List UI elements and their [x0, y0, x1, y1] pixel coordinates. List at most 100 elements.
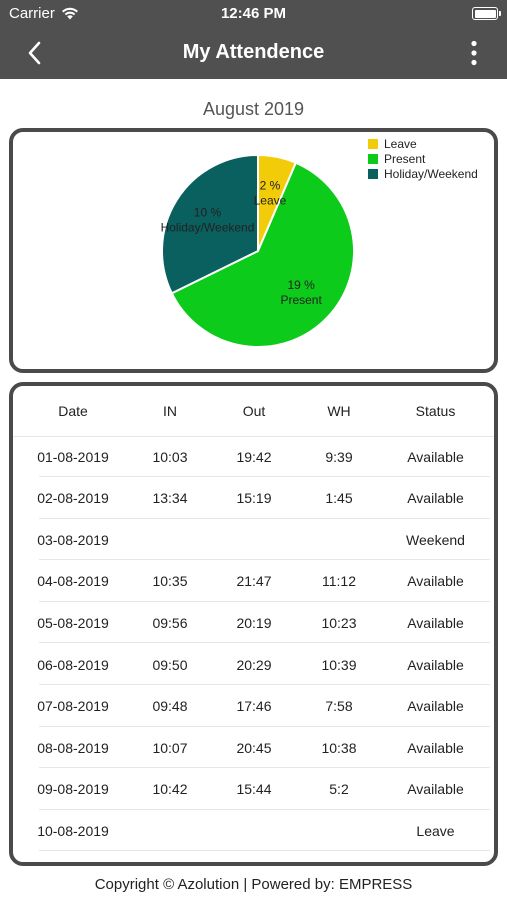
nav-bar: My Attendence — [0, 28, 507, 79]
row-divider — [39, 808, 490, 810]
cell-wh: 11:12 — [322, 573, 356, 590]
header-in: IN — [163, 403, 177, 419]
legend-item: Holiday/Weekend — [368, 166, 478, 181]
clock: 12:46 PM — [220, 5, 287, 22]
table-row[interactable]: 04-08-2019 10:35 21:47 11:12 Available — [13, 561, 494, 602]
slice-percent-label: 19 % — [287, 278, 315, 292]
header-wh: WH — [327, 403, 351, 419]
cell-date: 01-08-2019 — [37, 448, 109, 465]
attendance-chart-card: 2 % Leave 19 % Present 10 % Holiday/Weekend L… — [9, 128, 498, 373]
cell-status: Available — [407, 698, 464, 715]
legend-label: Holiday/Weekend — [384, 166, 478, 181]
legend-label: Present — [384, 151, 426, 166]
pie-slice-holiday-weekend — [161, 153, 259, 295]
cell-date: 07-08-2019 — [37, 698, 109, 715]
table-row[interactable]: 06-08-2019 09:50 20:29 10:39 Available — [13, 644, 494, 685]
cell-status: Available — [407, 573, 464, 590]
table-row[interactable]: 10-08-2019 Leave — [13, 810, 494, 852]
slice-name-label: Present — [280, 293, 322, 307]
cell-date: 06-08-2019 — [37, 656, 109, 673]
cell-out: 15:44 — [236, 781, 272, 798]
carrier-info: Carrier — [9, 5, 79, 22]
cell-wh: 7:58 — [325, 698, 353, 715]
table-row[interactable]: 08-08-2019 10:07 20:45 10:38 Available — [13, 727, 494, 769]
cell-out: 20:45 — [236, 739, 272, 756]
table-row[interactable]: 05-08-2019 09:56 20:19 10:23 Available — [13, 602, 494, 644]
row-divider — [39, 684, 490, 685]
attendance-table-card: Date IN Out WH Status 01-08-2019 10:03 19:… — [9, 382, 498, 866]
cell-status: Available — [407, 490, 464, 507]
cell-status: Available — [407, 656, 464, 673]
battery-icon — [472, 7, 501, 20]
cell-wh: 10:23 — [321, 614, 357, 631]
cell-in: 09:56 — [152, 614, 188, 631]
cell-out: 17:46 — [236, 698, 272, 715]
cell-status: Available — [407, 781, 464, 798]
pie-slice-present — [170, 161, 355, 348]
row-divider — [39, 559, 490, 561]
cell-wh: 10:38 — [321, 739, 357, 756]
slice-percent-label: 2 % — [260, 179, 281, 193]
cell-date: 09-08-2019 — [37, 781, 109, 798]
cell-out: 20:19 — [236, 614, 272, 631]
slice-name-label: Leave — [254, 194, 287, 208]
cell-date: 08-08-2019 — [37, 739, 109, 756]
cell-in: 13:34 — [152, 490, 188, 507]
cell-status: Available — [407, 448, 464, 465]
header-out: Out — [242, 403, 266, 419]
cell-wh: 10:39 — [321, 656, 357, 673]
cell-in: 09:48 — [152, 698, 188, 715]
month-label: August 2019 — [202, 99, 305, 119]
chart-legend: Leave Present Holiday/Weekend — [368, 136, 478, 181]
legend-item: Leave — [368, 136, 478, 151]
slice-name-label: Holiday/Weekend — [161, 221, 255, 235]
cell-in: 10:35 — [152, 573, 188, 590]
cell-in: 09:50 — [152, 656, 188, 673]
cell-in: 10:42 — [152, 781, 188, 798]
legend-item: Present — [368, 151, 478, 166]
page-title: My Attendence — [182, 41, 325, 63]
cell-status: Available — [407, 614, 464, 631]
table-row[interactable]: 02-08-2019 13:34 15:19 1:45 Available — [13, 478, 494, 519]
cell-status: Weekend — [406, 531, 465, 548]
table-row[interactable]: 03-08-2019 Weekend — [13, 519, 494, 561]
status-bar: Carrier 12:46 PM — [0, 0, 507, 28]
table-header: Date IN Out WH Status — [13, 386, 494, 437]
legend-swatch — [368, 138, 378, 149]
header-status: Status — [415, 403, 456, 419]
cell-status: Available — [407, 739, 464, 756]
slice-percent-label: 10 % — [194, 206, 222, 220]
cell-wh: 9:39 — [325, 448, 353, 465]
more-vertical-icon[interactable] — [469, 40, 479, 66]
back-chevron-icon[interactable] — [22, 39, 50, 67]
table-row[interactable]: 01-08-2019 10:03 19:42 9:39 Available — [13, 436, 494, 477]
attendance-pie-chart: 2 %Leave 19 %Present 10 %Holiday/Weekend — [161, 153, 355, 348]
cell-out: 15:19 — [236, 490, 272, 507]
row-divider — [39, 476, 490, 477]
cell-date: 04-08-2019 — [37, 573, 109, 590]
table-row[interactable]: 07-08-2019 09:48 17:46 7:58 Available — [13, 686, 494, 727]
row-divider — [39, 517, 490, 519]
carrier-label: Carrier — [9, 5, 55, 22]
cell-date: 10-08-2019 — [37, 822, 109, 839]
wifi-icon — [61, 7, 78, 20]
cell-date: 02-08-2019 — [37, 490, 109, 507]
cell-wh: 1:45 — [325, 490, 353, 507]
table-row[interactable]: 09-08-2019 10:42 15:44 5:2 Available — [13, 769, 494, 810]
header-date: Date — [58, 403, 88, 419]
row-divider — [39, 725, 490, 727]
legend-label: Leave — [384, 136, 417, 151]
cell-in: 10:07 — [152, 739, 188, 756]
cell-out: 20:29 — [236, 656, 272, 673]
cell-in: 10:03 — [152, 448, 188, 465]
row-divider — [39, 850, 490, 852]
cell-status: Leave — [416, 822, 455, 839]
cell-out: 19:42 — [236, 448, 272, 465]
footer-copyright: Copyright © Azolution | Powered by: EMPR… — [94, 876, 413, 893]
row-divider — [39, 600, 490, 602]
cell-out: 21:47 — [236, 573, 272, 590]
legend-swatch — [368, 153, 378, 164]
cell-date: 03-08-2019 — [37, 531, 109, 548]
row-divider — [39, 767, 490, 769]
cell-date: 05-08-2019 — [37, 614, 109, 631]
